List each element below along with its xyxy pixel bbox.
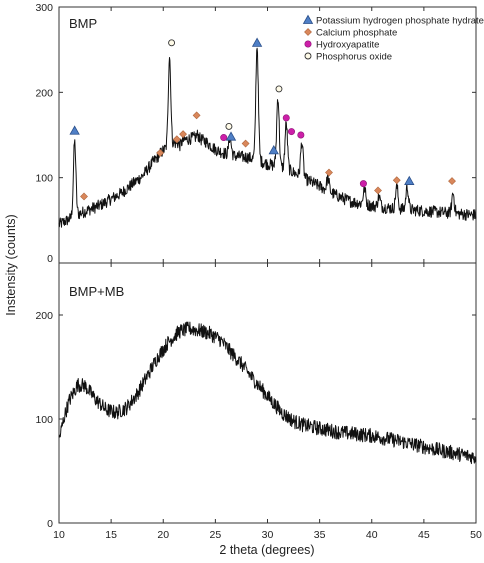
y-tick-label: 300 [35, 2, 53, 14]
calcium-phosphate-marker [192, 111, 201, 120]
calcium-phosphate-marker [448, 177, 456, 186]
phosphorus-oxide-marker [225, 123, 233, 130]
y-tick-label: 100 [35, 173, 53, 185]
calcium-phosphate-marker [80, 192, 88, 201]
legend-hap-symbol [304, 40, 312, 48]
panel-bottom-label: BMP+MB [69, 284, 124, 299]
bmp-series-line [58, 47, 477, 228]
calcium-phosphate-marker [392, 176, 401, 185]
khp-phase-marker [268, 145, 279, 155]
calcium-phosphate-marker [172, 135, 181, 144]
legend-khp-label: Potassium hydrogen phosphate hydrate [316, 16, 484, 27]
hydroxyapatite-marker [282, 114, 290, 122]
legend: Potassium hydrogen phosphate hydrateCalc… [302, 14, 484, 63]
x-axis-title: 2 theta (degrees) [219, 543, 314, 557]
phase-markers [69, 37, 456, 201]
x-tick-label: 45 [418, 529, 430, 541]
x-tick-label: 15 [105, 529, 117, 541]
x-tick-label: 25 [210, 529, 222, 541]
khp-phase-marker [251, 37, 263, 47]
y-tick-label: 0 [47, 518, 53, 530]
y-tick-label: 100 [35, 414, 53, 426]
hydroxyapatite-marker [359, 180, 367, 188]
x-tick-label: 30 [262, 529, 274, 541]
legend-hap-label: Hydroxyapatite [316, 40, 379, 51]
hydroxyapatite-marker [287, 128, 295, 136]
panel-top-label: BMP [69, 16, 97, 31]
legend-ca-symbol [304, 28, 312, 36]
phosphorus-oxide-marker [275, 85, 283, 93]
y-tick-label: 200 [35, 310, 53, 322]
legend-po-symbol [304, 52, 312, 60]
x-tick-label: 20 [157, 529, 169, 541]
legend-khp-symbol [302, 14, 314, 24]
x-tick-label: 50 [470, 529, 482, 541]
y-tick-label: 200 [35, 87, 53, 99]
hydroxyapatite-marker [297, 131, 305, 139]
khp-phase-marker [225, 131, 237, 141]
phosphorus-oxide-marker [168, 39, 176, 47]
khp-phase-marker [69, 125, 80, 135]
calcium-phosphate-marker [179, 130, 187, 139]
y-axis-title: Instensity (counts) [4, 214, 18, 315]
legend-po-label: Phosphorus oxide [316, 52, 392, 63]
x-tick-label: 35 [314, 529, 326, 541]
calcium-phosphate-marker [325, 168, 333, 177]
x-tick-label: 10 [53, 529, 65, 541]
calcium-phosphate-marker [156, 148, 165, 157]
hydroxyapatite-marker [220, 134, 228, 142]
x-tick-label: 40 [366, 529, 378, 541]
calcium-phosphate-marker [374, 186, 382, 195]
legend-ca-label: Calcium phosphate [316, 28, 397, 39]
panel-top-frame [58, 6, 477, 264]
bmp-mb-series-line [58, 321, 477, 465]
axes-layer: 10 15 20 25 30 35 40 45 50 0 100 200 300 0 100 200 [35, 2, 482, 541]
calcium-phosphate-marker [241, 139, 250, 148]
khp-phase-marker [404, 175, 415, 185]
y-tick-label: 0 [47, 253, 53, 265]
